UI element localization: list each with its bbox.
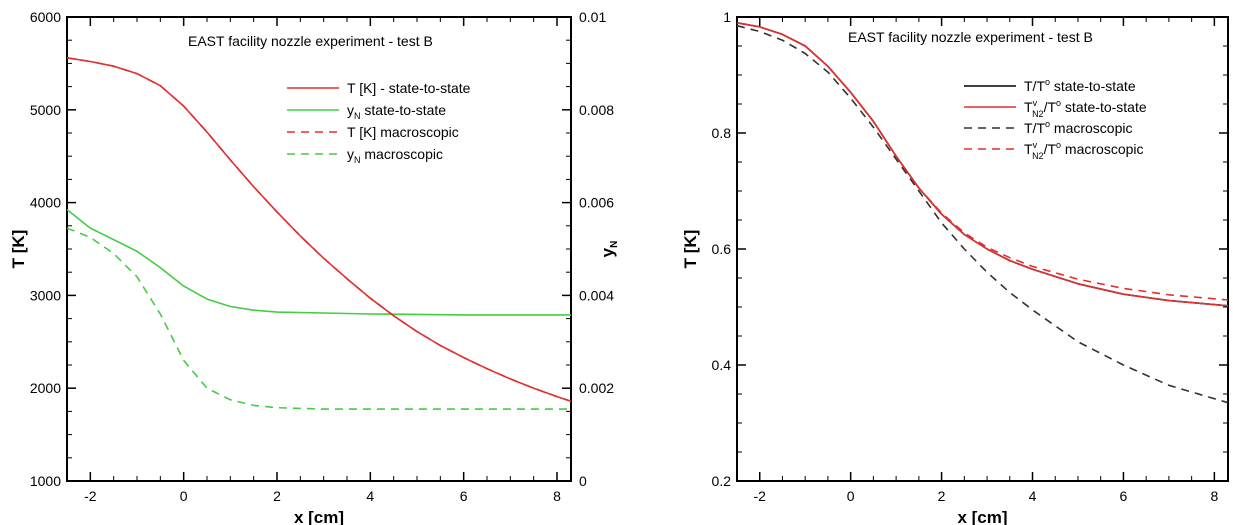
y-axis-title: T [K] (681, 230, 700, 269)
legend-label: yN state-to-state (347, 102, 446, 121)
y2-tick-label: 0.01 (579, 9, 606, 25)
x-tick-label: 8 (1210, 488, 1218, 504)
y2-tick-label: 0.006 (579, 195, 614, 211)
y2-tick-label: 0.008 (579, 102, 614, 118)
series-line-3 (736, 22, 1229, 301)
y-tick-label: 3000 (30, 287, 61, 303)
x-tick-label: 0 (847, 488, 855, 504)
chart-title: EAST facility nozzle experiment - test B (188, 33, 433, 49)
legend-label: T/To state-to-state (1024, 77, 1136, 94)
x-axis-title: x [cm] (957, 508, 1007, 525)
x-tick-label: 4 (366, 488, 374, 504)
y-tick-label: 0.2 (712, 473, 732, 489)
x-tick-label: 0 (180, 488, 188, 504)
y-tick-label: 5000 (30, 102, 61, 118)
x-tick-label: 4 (1029, 488, 1037, 504)
y2-tick-label: 0 (579, 473, 587, 489)
series-line-1 (66, 208, 571, 316)
y-tick-label: 2000 (30, 380, 61, 396)
y-tick-label: 0.8 (712, 125, 732, 141)
y2-tick-label: 0.002 (579, 380, 614, 396)
y-tick-label: 1 (723, 9, 731, 25)
chart-title: EAST facility nozzle experiment - test B (848, 29, 1093, 45)
series-line-0 (736, 22, 1229, 307)
x-tick-label: 2 (273, 488, 281, 504)
x-tick-label: -2 (754, 488, 767, 504)
legend-label: Tv N2/To state-to-state (1024, 98, 1147, 119)
x-tick-label: 6 (1120, 488, 1128, 504)
y-tick-label: 0.4 (712, 357, 732, 373)
x-tick-label: -2 (84, 488, 97, 504)
legend-label: T [K] macroscopic (347, 124, 459, 140)
legend-label: Tv N2/To macroscopic (1024, 140, 1144, 161)
legend-label: T [K] - state-to-state (347, 80, 471, 96)
series-line-3 (66, 227, 571, 410)
chart-right: -2 0 2 4 6 8 0.2 0.4 0.6 0.8 1 x [cm] T [K] EAST faci… (681, 9, 1229, 525)
y-tick-label: 4000 (30, 195, 61, 211)
y-tick-label: 1000 (30, 473, 61, 489)
y-tick-label: 6000 (30, 9, 61, 25)
x-axis-title: x [cm] (294, 508, 344, 525)
legend-label: T/To macroscopic (1024, 119, 1132, 136)
y-tick-label: 0.6 (712, 241, 732, 257)
x-tick-label: 8 (553, 488, 561, 504)
x-tick-label: 6 (460, 488, 468, 504)
x-tick-label: 2 (938, 488, 946, 504)
plot-frame (66, 16, 572, 482)
series-line-1 (736, 22, 1229, 307)
y-axis-title: T [K] (9, 230, 28, 269)
series-line-2 (66, 57, 572, 402)
y2-tick-label: 0.004 (579, 287, 614, 303)
legend-label: yN macroscopic (347, 146, 443, 165)
chart-left: -2 0 2 4 6 8 1000 2000 3000 4000 5000 6000 0 0.002 0.0… (9, 9, 620, 525)
y2-axis-title: yN (598, 241, 620, 258)
series-line-2 (736, 24, 1229, 404)
